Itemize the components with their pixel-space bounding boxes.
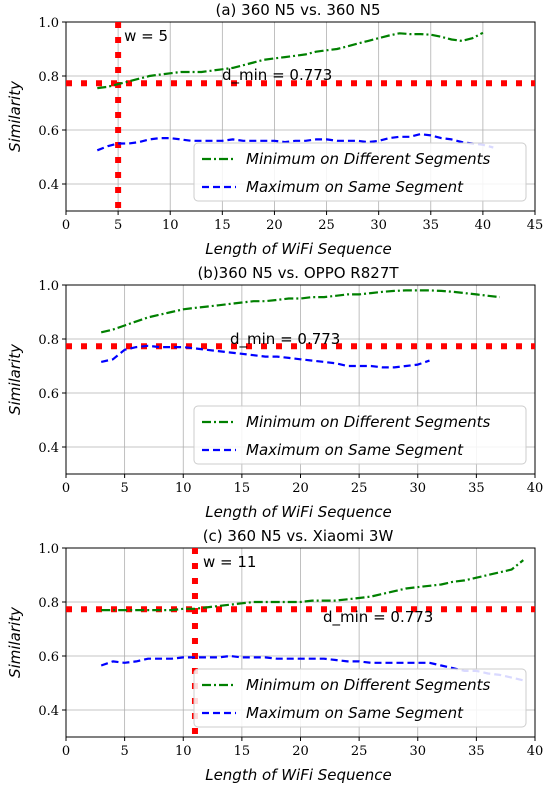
legend-entry: Minimum on Different Segments <box>246 150 491 168</box>
x-tick-label: 0 <box>62 218 70 233</box>
x-tick-label: 45 <box>527 218 544 233</box>
x-axis-label: Length of WiFi Sequence <box>205 240 392 258</box>
x-tick-label: 15 <box>234 481 251 496</box>
x-tick-label: 20 <box>292 744 309 759</box>
x-tick-label: 5 <box>120 744 128 759</box>
legend-entry: Maximum on Same Segment <box>246 178 464 196</box>
y-tick-label: 1.0 <box>38 279 59 294</box>
y-tick-label: 0.6 <box>38 650 59 665</box>
legend: Minimum on Different Segments Maximum on … <box>193 405 527 465</box>
y-axis-label: Similarity <box>6 80 24 152</box>
x-axis-label: Length of WiFi Sequence <box>205 766 392 784</box>
legend-box <box>193 668 527 728</box>
legend-entry: Maximum on Same Segment <box>246 441 464 459</box>
legend-entry: Minimum on Different Segments <box>246 413 491 431</box>
legend-entry: Maximum on Same Segment <box>246 704 464 722</box>
chart-panel-3: 0 5 10 15 20 25 30 35 40 0.4 0.6 0.8 1.0 (c) 360 N5 v… <box>6 527 543 784</box>
legend-entry: Minimum on Different Segments <box>246 676 491 694</box>
x-tick-label: 25 <box>351 481 368 496</box>
threshold-label: d_min = 0.773 <box>323 608 433 627</box>
legend: Minimum on Different Segments Maximum on … <box>193 142 527 202</box>
x-tick-label: 35 <box>423 218 440 233</box>
y-axis-label: Similarity <box>6 606 24 678</box>
window-label: w = 5 <box>124 27 168 45</box>
x-tick-label: 0 <box>62 481 70 496</box>
x-tick-label: 25 <box>318 218 335 233</box>
y-tick-label: 1.0 <box>38 542 59 557</box>
x-tick-label: 5 <box>120 481 128 496</box>
x-tick-label: 0 <box>62 744 70 759</box>
window-label: w = 11 <box>203 553 256 571</box>
x-tick-label: 15 <box>214 218 231 233</box>
y-tick-label: 0.8 <box>38 333 59 348</box>
plot-frame <box>65 21 536 212</box>
x-tick-label: 5 <box>114 218 122 233</box>
plot-area <box>66 22 535 211</box>
x-tick-label: 30 <box>409 744 426 759</box>
x-tick-label: 40 <box>527 744 544 759</box>
chart-title: (c) 360 N5 vs. Xiaomi 3W <box>203 527 394 545</box>
threshold-label: d_min = 0.773 <box>222 66 332 85</box>
chart-panel-2: 0 5 10 15 20 25 30 35 40 0.4 0.6 0.8 1.0 (b)360 N5 vs… <box>6 264 543 521</box>
y-tick-label: 0.6 <box>38 387 59 402</box>
x-tick-label: 35 <box>468 744 485 759</box>
x-tick-label: 20 <box>292 481 309 496</box>
legend-box <box>193 405 527 465</box>
y-tick-label: 0.8 <box>38 70 59 85</box>
series-line-maximum-same <box>96 133 494 152</box>
chart-title: (a) 360 N5 vs. 360 N5 <box>216 1 381 19</box>
y-tick-label: 0.4 <box>38 178 59 193</box>
y-tick-label: 0.4 <box>38 704 59 719</box>
y-tick-label: 0.6 <box>38 124 59 139</box>
x-tick-label: 30 <box>370 218 387 233</box>
x-tick-label: 40 <box>527 481 544 496</box>
x-tick-label: 10 <box>162 218 179 233</box>
y-tick-label: 0.8 <box>38 596 59 611</box>
x-tick-label: 35 <box>468 481 485 496</box>
series-line-minimum-different <box>97 31 484 90</box>
chart-title: (b)360 N5 vs. OPPO R827T <box>197 264 399 282</box>
plot-area <box>66 548 535 737</box>
series-line-minimum-different <box>101 559 524 612</box>
x-tick-label: 15 <box>234 744 251 759</box>
series-line-minimum-different <box>100 289 500 334</box>
chart-panel-1: 0 5 10 15 20 25 30 35 40 45 0.4 0.6 0.8 1.0 (a) 360 N5… <box>6 1 543 258</box>
y-tick-label: 0.4 <box>38 441 59 456</box>
x-tick-label: 30 <box>409 481 426 496</box>
x-tick-label: 20 <box>266 218 283 233</box>
x-tick-label: 10 <box>175 744 192 759</box>
x-tick-label: 10 <box>175 481 192 496</box>
x-tick-label: 40 <box>475 218 492 233</box>
y-axis-label: Similarity <box>6 343 24 415</box>
legend-box <box>193 142 527 202</box>
threshold-label: d_min = 0.773 <box>230 330 340 349</box>
x-axis-label: Length of WiFi Sequence <box>205 503 392 521</box>
series-line-maximum-same <box>100 344 430 369</box>
legend: Minimum on Different Segments Maximum on … <box>193 668 527 728</box>
x-tick-label: 25 <box>351 744 368 759</box>
series-line-maximum-same <box>100 654 524 682</box>
plot-area <box>66 289 535 369</box>
y-tick-label: 1.0 <box>38 16 59 31</box>
